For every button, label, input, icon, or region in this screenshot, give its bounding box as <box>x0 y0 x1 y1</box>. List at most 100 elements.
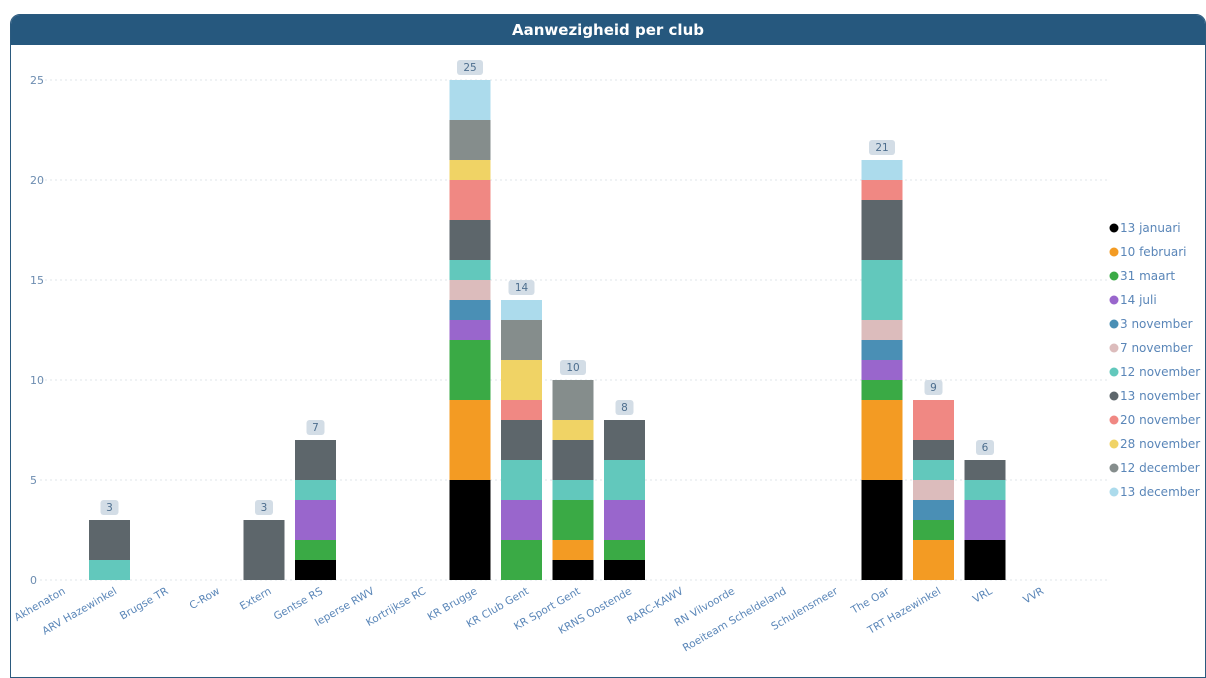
bar-segment <box>295 480 336 500</box>
legend-marker <box>1109 391 1119 401</box>
bar-segment <box>501 540 542 580</box>
bar-totals: 3 3 7 25 14 10 8 21 9 6 <box>100 60 994 515</box>
bar-segment <box>913 520 954 540</box>
total-badge <box>615 400 634 415</box>
x-tick-label: VVR <box>1021 585 1046 606</box>
bar-segment <box>449 400 491 480</box>
bar-segment <box>449 300 491 320</box>
legend-marker <box>1109 247 1119 257</box>
bar-segment <box>861 160 903 180</box>
legend-entry: 13 januari <box>1120 221 1181 235</box>
bar-segment <box>552 440 594 480</box>
y-axis-ticks: 0 5 10 15 20 25 <box>30 74 44 587</box>
total-badge <box>306 420 325 435</box>
legend-entry: 12 november <box>1120 365 1200 379</box>
bar-segment <box>501 360 542 400</box>
bar-segment <box>449 340 491 400</box>
legend-entry: 12 december <box>1120 461 1200 475</box>
bar-segment <box>913 480 954 500</box>
bar-segment <box>604 500 645 540</box>
bar-segment <box>243 520 285 580</box>
legend: 13 januari 10 februari 31 maart 14 juli 3 no… <box>1109 221 1200 499</box>
legend-marker <box>1109 463 1119 473</box>
legend-entry: 31 maart <box>1120 269 1175 283</box>
total-badge <box>255 500 273 515</box>
total-label: 9 <box>930 382 937 394</box>
bar-segment <box>913 500 954 520</box>
legend-marker <box>1109 295 1119 305</box>
bar-segment <box>295 560 336 580</box>
legend-entry: 7 november <box>1120 341 1193 355</box>
total-badge <box>100 500 119 515</box>
bar-segment <box>449 160 491 180</box>
total-label: 6 <box>982 442 989 454</box>
x-tick-label: C-Row <box>187 585 222 612</box>
legend-entry: 28 november <box>1120 437 1200 451</box>
bar-segment <box>964 540 1006 580</box>
bar-segment <box>604 540 645 560</box>
bar-segment <box>449 260 491 280</box>
legend-entry: 13 december <box>1120 485 1200 499</box>
bar-segment <box>861 180 903 200</box>
total-label: 10 <box>566 362 579 374</box>
y-tick-label: 0 <box>30 574 37 587</box>
bar-segment <box>449 180 491 220</box>
bar-segment <box>964 480 1006 500</box>
total-label: 3 <box>106 502 113 514</box>
legend-marker <box>1109 439 1119 449</box>
legend-entry: 3 november <box>1120 317 1193 331</box>
legend-marker <box>1109 487 1119 497</box>
y-tick-label: 15 <box>30 274 44 287</box>
bar-segment <box>501 500 542 540</box>
total-badge <box>869 140 895 155</box>
bar-segment <box>501 420 542 460</box>
bar-segment <box>913 460 954 480</box>
chart-title: Aanwezigheid per club <box>11 15 1205 45</box>
bar-segment <box>913 540 954 580</box>
bars <box>89 80 1006 580</box>
bar-segment <box>913 400 954 440</box>
bar-segment <box>552 380 594 420</box>
total-badge <box>976 440 994 455</box>
legend-entry: 10 februari <box>1120 245 1186 259</box>
bar-segment <box>501 300 542 320</box>
bar-segment <box>604 560 645 580</box>
legend-marker <box>1109 223 1119 233</box>
total-label: 25 <box>463 62 476 74</box>
bar-segment <box>861 340 903 360</box>
bar-segment <box>89 520 130 560</box>
y-tick-label: 10 <box>30 374 44 387</box>
bar-segment <box>552 500 594 540</box>
legend-marker <box>1109 319 1119 329</box>
y-tick-label: 5 <box>30 474 37 487</box>
bar-segment <box>552 560 594 580</box>
bar-segment <box>552 420 594 440</box>
bar-segment <box>501 460 542 500</box>
legend-marker <box>1109 343 1119 353</box>
total-badge <box>508 280 535 295</box>
bar-segment <box>449 80 491 120</box>
legend-entry: 20 november <box>1120 413 1200 427</box>
bar-segment <box>861 200 903 260</box>
x-tick-label: The Oar <box>848 585 892 617</box>
total-label: 3 <box>261 502 268 514</box>
bar-segment <box>552 480 594 500</box>
bar-segment <box>964 500 1006 540</box>
legend-marker <box>1109 367 1119 377</box>
x-tick-label: Extern <box>238 585 274 613</box>
x-tick-label: Brugse TR <box>118 585 171 622</box>
bar-segment <box>552 540 594 560</box>
x-tick-label: VRL <box>971 585 995 606</box>
bar-segment <box>861 480 903 580</box>
bar-segment <box>913 440 954 460</box>
total-label: 21 <box>875 142 888 154</box>
total-label: 14 <box>515 282 529 294</box>
bar-segment <box>449 220 491 260</box>
bar-segment <box>501 320 542 360</box>
bar-segment <box>861 380 903 400</box>
legend-marker <box>1109 415 1119 425</box>
total-label: 8 <box>621 402 628 414</box>
bar-segment <box>295 500 336 540</box>
